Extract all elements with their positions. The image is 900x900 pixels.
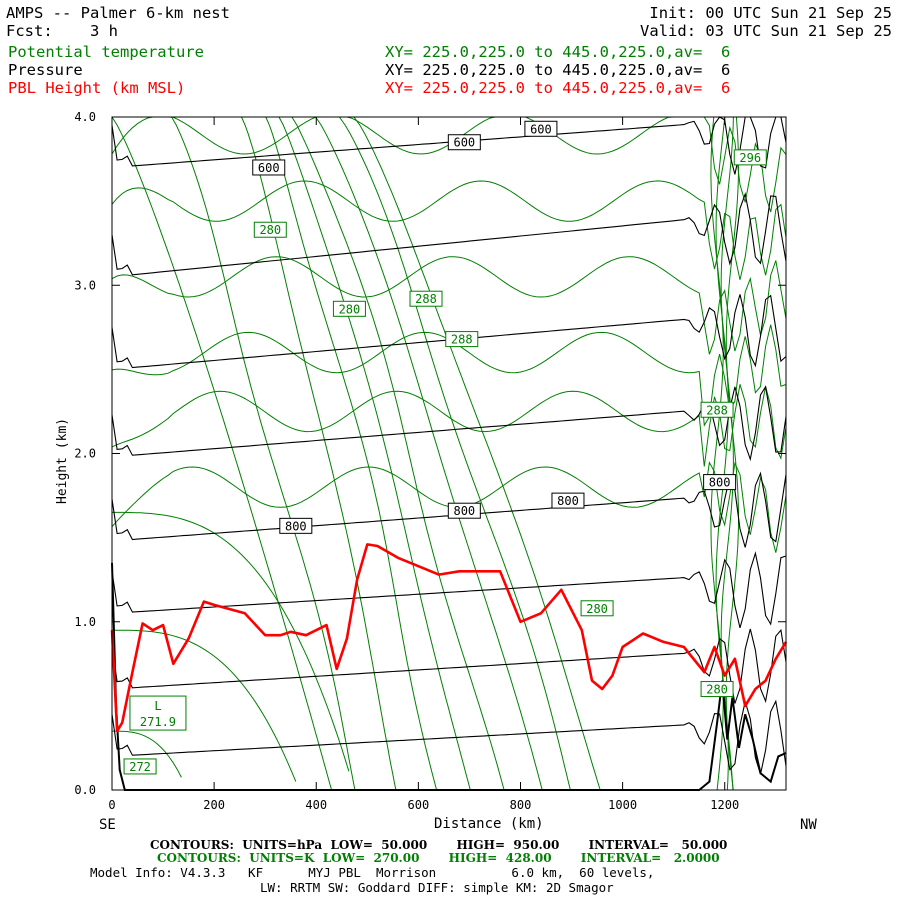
field-theta-name: Potential temperature xyxy=(8,43,204,61)
svg-text:280: 280 xyxy=(706,683,728,697)
field-pressure-xy: XY= 225.0,225.0 to 445.0,225.0,av= 6 xyxy=(385,61,731,79)
theta-contour xyxy=(112,730,182,778)
svg-text:271.9: 271.9 xyxy=(140,715,176,729)
axis-ticks: 0 200 400 600 800 1000 1200 0.0 1.0 2.0 3.0 4.0 xyxy=(74,110,786,812)
terrain xyxy=(111,562,787,791)
pbl-height-line xyxy=(110,543,788,733)
low-label: L 271.9 xyxy=(129,695,187,731)
theta-contour xyxy=(720,116,734,791)
svg-text:288: 288 xyxy=(415,292,437,306)
pressure-contour xyxy=(111,628,787,704)
field-pbl-name: PBL Height (km MSL) xyxy=(8,79,186,97)
x-axis-label: Distance (km) xyxy=(434,816,544,832)
y-tick-label: 3.0 xyxy=(74,278,96,292)
footer-contours-theta: CONTOURS: UNITS=K LOW= 270.00 HIGH= 428.… xyxy=(157,851,720,865)
svg-text:800: 800 xyxy=(709,476,731,490)
svg-text:288: 288 xyxy=(451,333,473,347)
svg-text:280: 280 xyxy=(339,302,361,316)
svg-text:288: 288 xyxy=(706,403,728,417)
theta-contour xyxy=(725,116,739,791)
valid-time: Valid: 03 UTC Sun 21 Sep 25 xyxy=(640,22,892,40)
plot-frame xyxy=(111,116,787,791)
field-pbl-xy: XY= 225.0,225.0 to 445.0,225.0,av= 6 xyxy=(385,79,731,97)
pressure-contour xyxy=(111,294,787,369)
y-axis-label: Height (km) xyxy=(55,418,70,504)
theta-contour xyxy=(241,116,397,791)
x-tick-label: 800 xyxy=(510,798,532,812)
pressure-contour xyxy=(111,551,787,629)
footer-model-info: Model Info: V4.3.3 KF MYJ PBL Morrison 6… xyxy=(90,865,655,880)
theta-contour xyxy=(111,256,787,355)
theta-contour xyxy=(111,384,787,467)
y-tick-label: 0.0 xyxy=(74,783,96,797)
theta-contour xyxy=(291,116,505,791)
theta-label: 288 xyxy=(409,290,443,307)
svg-text:296: 296 xyxy=(739,151,761,165)
pressure-label: 800 xyxy=(703,474,737,491)
theta-label: 288 xyxy=(700,401,734,418)
svg-text:272: 272 xyxy=(129,760,151,774)
x-tick-label: 1200 xyxy=(710,798,739,812)
field-pressure-name: Pressure xyxy=(8,61,83,79)
theta-contours xyxy=(111,116,787,791)
x-tick-label: 0 xyxy=(108,798,115,812)
svg-text:600: 600 xyxy=(453,136,475,150)
theta-contour xyxy=(353,116,601,791)
theta-contour xyxy=(265,116,438,791)
pressure-contours xyxy=(111,116,787,775)
contour-labels: 600 600 600 800 800 800 800 280 280 288 288 288 296 2… xyxy=(123,120,767,775)
theta-label: 280 xyxy=(700,681,734,698)
forecast-hour: Fcst: 3 h xyxy=(6,22,118,40)
footer-contours-pressure: CONTOURS: UNITS=hPa LOW= 50.000 HIGH= 95… xyxy=(150,838,728,852)
x-tick-label: 600 xyxy=(408,798,430,812)
x-tick-label: 400 xyxy=(305,798,327,812)
pressure-contour xyxy=(111,385,787,462)
plot-title: AMPS -- Palmer 6-km nest xyxy=(6,4,230,22)
theta-label: 280 xyxy=(253,221,287,238)
pressure-label: 800 xyxy=(447,502,481,519)
svg-text:800: 800 xyxy=(557,494,579,508)
y-tick-label: 1.0 xyxy=(74,615,96,629)
theta-contour xyxy=(315,116,543,791)
svg-text:600: 600 xyxy=(530,122,552,136)
pressure-contour xyxy=(111,192,787,276)
pressure-contour xyxy=(111,699,787,775)
svg-text:280: 280 xyxy=(586,602,608,616)
theta-label: 272 xyxy=(123,758,157,775)
init-time: Init: 00 UTC Sun 21 Sep 25 xyxy=(649,4,892,22)
theta-label: 280 xyxy=(332,300,366,317)
theta-contour xyxy=(112,511,350,772)
x-tick-label: 200 xyxy=(203,798,225,812)
theta-label: 280 xyxy=(580,600,614,617)
y-tick-label: 4.0 xyxy=(74,110,96,124)
field-theta-xy: XY= 225.0,225.0 to 445.0,225.0,av= 6 xyxy=(385,43,731,61)
theta-contour xyxy=(278,116,471,791)
svg-text:600: 600 xyxy=(258,161,280,175)
theta-contour xyxy=(111,180,787,280)
svg-text:800: 800 xyxy=(285,519,307,533)
pressure-label: 600 xyxy=(252,159,286,176)
se-end-label: SE xyxy=(99,817,116,833)
pressure-label: 800 xyxy=(551,492,585,509)
footer-model-info-2: LW: RRTM SW: Goddard DIFF: simple KM: 2D… xyxy=(260,880,614,895)
svg-text:L: L xyxy=(154,699,161,713)
theta-contour xyxy=(111,116,787,213)
pressure-label: 600 xyxy=(524,120,558,137)
theta-contour xyxy=(111,116,333,791)
pbl-height-series xyxy=(110,543,788,733)
pressure-label: 800 xyxy=(279,517,313,534)
y-tick-label: 2.0 xyxy=(74,447,96,461)
pressure-label: 600 xyxy=(447,134,481,151)
theta-label: 288 xyxy=(445,331,479,348)
terrain-line xyxy=(111,562,787,791)
nw-end-label: NW xyxy=(800,817,817,833)
x-tick-label: 1000 xyxy=(608,798,637,812)
svg-text:800: 800 xyxy=(453,504,475,518)
svg-text:280: 280 xyxy=(259,223,281,237)
theta-label: 296 xyxy=(733,149,767,166)
theta-contour xyxy=(171,116,356,791)
theta-contour xyxy=(338,116,571,791)
theta-contour xyxy=(112,629,297,782)
